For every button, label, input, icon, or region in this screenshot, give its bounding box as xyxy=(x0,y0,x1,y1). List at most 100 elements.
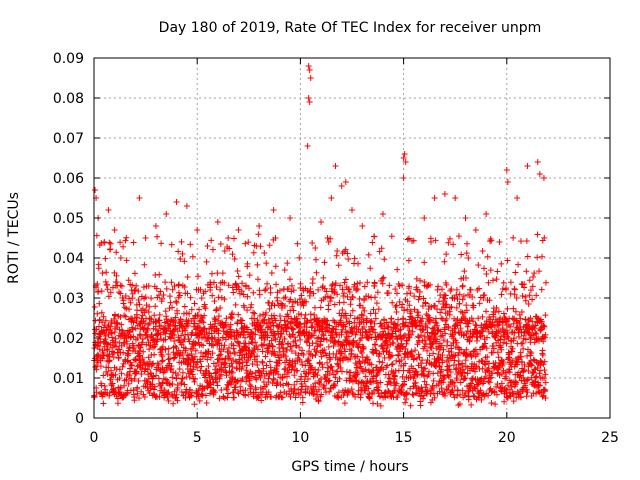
data-point xyxy=(493,391,500,398)
data-point xyxy=(320,382,327,389)
data-point xyxy=(331,301,338,308)
data-point xyxy=(106,389,113,396)
data-point xyxy=(102,278,109,285)
data-point xyxy=(217,240,224,247)
data-point xyxy=(301,378,308,385)
data-point xyxy=(229,363,236,370)
data-point xyxy=(101,239,108,245)
data-point xyxy=(176,292,183,299)
data-point xyxy=(109,380,116,387)
data-point xyxy=(205,348,212,355)
data-point xyxy=(290,287,297,294)
data-point xyxy=(422,320,429,327)
data-point xyxy=(282,303,289,310)
data-point xyxy=(469,294,476,301)
data-point xyxy=(330,343,337,350)
data-point xyxy=(229,251,236,258)
data-point xyxy=(271,302,278,309)
data-point xyxy=(189,330,196,337)
data-point xyxy=(422,365,429,372)
y-tick-label: 0.05 xyxy=(53,211,84,227)
data-point xyxy=(102,255,109,262)
data-point xyxy=(166,305,173,312)
data-point xyxy=(420,372,427,379)
data-point xyxy=(359,332,366,339)
data-point xyxy=(512,308,519,315)
data-point xyxy=(468,380,475,387)
data-point xyxy=(197,286,204,293)
data-point xyxy=(218,387,225,394)
data-point xyxy=(352,331,359,338)
data-point xyxy=(504,179,511,185)
data-point xyxy=(147,315,154,322)
data-point xyxy=(181,258,188,265)
data-point xyxy=(284,373,291,380)
data-point xyxy=(522,297,529,304)
data-point xyxy=(437,333,444,340)
data-point xyxy=(441,258,448,265)
data-point xyxy=(389,361,396,368)
data-point xyxy=(379,211,386,217)
data-point xyxy=(530,390,537,397)
data-point xyxy=(355,387,362,394)
data-point xyxy=(244,293,251,300)
data-point xyxy=(477,333,484,340)
data-point xyxy=(455,233,462,240)
data-point xyxy=(126,329,133,336)
data-point xyxy=(521,281,528,288)
data-point xyxy=(393,302,400,309)
data-point xyxy=(305,357,312,364)
data-point xyxy=(321,385,328,392)
data-point xyxy=(153,372,160,379)
data-point xyxy=(503,373,510,380)
data-point xyxy=(407,290,414,297)
data-point xyxy=(112,312,119,319)
data-point xyxy=(378,323,385,330)
data-point xyxy=(533,292,540,299)
data-point xyxy=(214,359,221,366)
data-point xyxy=(256,312,263,319)
data-point xyxy=(417,402,424,409)
data-point xyxy=(171,338,178,345)
data-point xyxy=(515,333,522,340)
data-point xyxy=(370,387,377,394)
data-point xyxy=(361,307,368,314)
data-point xyxy=(133,318,140,325)
data-point xyxy=(346,320,353,327)
data-point xyxy=(298,380,305,387)
data-point xyxy=(155,375,162,382)
data-point xyxy=(96,300,103,307)
data-point xyxy=(294,315,301,322)
data-point xyxy=(301,332,308,339)
data-point xyxy=(331,337,338,344)
data-point xyxy=(426,352,433,359)
data-point xyxy=(113,343,120,350)
data-point xyxy=(252,339,259,346)
data-point xyxy=(518,309,525,316)
data-point xyxy=(366,395,373,402)
data-point xyxy=(377,379,384,386)
data-point xyxy=(169,286,176,293)
data-point xyxy=(328,328,335,335)
data-point xyxy=(177,255,184,262)
data-point xyxy=(440,379,447,386)
data-point xyxy=(419,315,426,322)
data-point xyxy=(195,387,202,394)
data-point xyxy=(210,342,217,349)
data-point xyxy=(210,379,217,386)
data-point xyxy=(418,318,425,325)
data-point xyxy=(211,389,218,396)
data-point xyxy=(192,340,199,347)
data-point xyxy=(229,369,236,376)
data-point xyxy=(324,359,331,366)
data-point xyxy=(448,349,455,356)
data-point xyxy=(470,302,477,309)
data-point xyxy=(468,401,475,408)
data-point xyxy=(483,211,490,217)
data-point xyxy=(145,308,152,315)
data-point xyxy=(503,327,510,334)
data-point xyxy=(370,306,377,313)
data-point xyxy=(354,286,361,293)
data-point xyxy=(166,322,173,329)
data-point xyxy=(511,286,518,293)
